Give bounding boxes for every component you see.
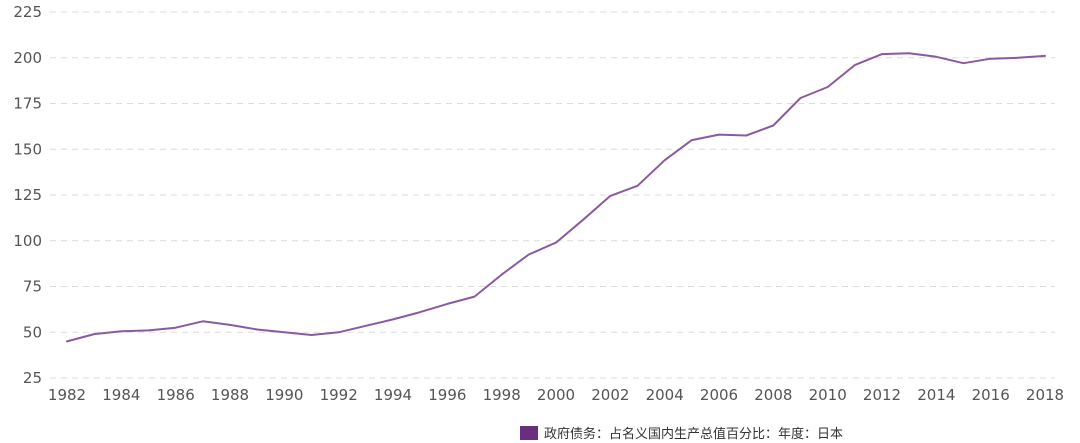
x-tick-label: 2002 [591,386,629,404]
y-tick-label: 225 [13,3,42,21]
series-layer [66,52,1046,343]
gridlines [50,11,1055,379]
x-tick-label: 1986 [157,386,195,404]
x-tick-label: 2010 [809,386,847,404]
y-tick-label: 200 [13,49,42,67]
x-axis-ticks: 1982 1984 1986 1988 1990 1992 1994 1996 1998 2000… [48,386,1064,404]
x-tick-label: 1990 [265,386,303,404]
y-tick-label: 125 [13,186,42,204]
y-tick-label: 25 [23,369,42,387]
y-tick-label: 175 [13,95,42,113]
x-tick-label: 2018 [1026,386,1064,404]
legend: 政府债务：占名义国内生产总值百分比：年度：日本 [520,426,843,442]
x-tick-label: 1984 [102,386,140,404]
x-tick-label: 2000 [537,386,575,404]
x-tick-label: 2012 [863,386,901,404]
x-tick-label: 2016 [972,386,1010,404]
x-tick-label: 2008 [754,386,792,404]
x-tick-label: 1998 [483,386,521,404]
legend-swatch [520,426,538,440]
y-axis-ticks: 25 50 75 100 125 150 175 200 225 [13,3,42,387]
series-line [66,52,1046,343]
y-tick-label: 100 [13,232,42,250]
x-tick-label: 2004 [646,386,684,404]
x-tick-label: 2006 [700,386,738,404]
x-tick-label: 1996 [428,386,466,404]
x-tick-label: 1988 [211,386,249,404]
y-tick-label: 50 [23,323,42,341]
x-tick-label: 1982 [48,386,86,404]
y-tick-label: 75 [23,278,42,296]
x-tick-label: 2014 [917,386,955,404]
y-tick-label: 150 [13,140,42,158]
x-tick-label: 1994 [374,386,412,404]
x-tick-label: 1992 [320,386,358,404]
legend-label: 政府债务：占名义国内生产总值百分比：年度：日本 [544,426,843,442]
